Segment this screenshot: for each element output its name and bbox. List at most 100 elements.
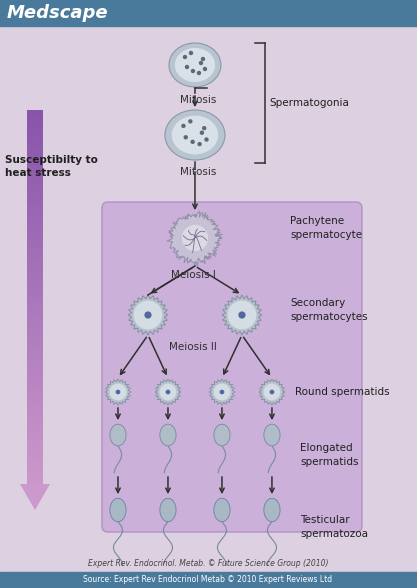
Circle shape [239, 312, 246, 319]
Ellipse shape [160, 498, 176, 522]
Polygon shape [167, 211, 223, 266]
Circle shape [202, 126, 206, 131]
Circle shape [228, 300, 256, 329]
Bar [0, 572, 417, 588]
Bar [27, 266, 43, 273]
Circle shape [133, 300, 162, 329]
Bar [27, 291, 43, 298]
Bar [27, 385, 43, 392]
Circle shape [144, 312, 151, 319]
Bar [27, 479, 43, 486]
Polygon shape [222, 295, 262, 335]
Bar [27, 216, 43, 223]
Bar [27, 179, 43, 185]
Bar [27, 241, 43, 248]
Bar [27, 329, 43, 336]
Bar [27, 166, 43, 173]
Bar [27, 222, 43, 229]
Bar [27, 335, 43, 342]
Ellipse shape [169, 43, 221, 87]
Bar [27, 272, 43, 279]
Text: Expert Rev. Endocrinol. Metab. © Future Science Group (2010): Expert Rev. Endocrinol. Metab. © Future … [88, 559, 328, 567]
Circle shape [183, 55, 187, 59]
Bar [27, 348, 43, 354]
Circle shape [201, 57, 205, 61]
Bar [27, 466, 43, 473]
Ellipse shape [264, 424, 280, 446]
Bar [27, 460, 43, 467]
Circle shape [264, 383, 280, 400]
Bar [27, 429, 43, 436]
Bar [27, 285, 43, 292]
Circle shape [270, 390, 274, 395]
Circle shape [160, 383, 176, 400]
Bar [27, 191, 43, 198]
Ellipse shape [264, 498, 280, 522]
Ellipse shape [214, 424, 230, 446]
Bar [27, 298, 43, 304]
Polygon shape [209, 379, 235, 405]
Circle shape [197, 71, 201, 75]
Polygon shape [128, 295, 168, 335]
Text: Source: Expert Rev Endocrinol Metab © 2010 Expert Reviews Ltd: Source: Expert Rev Endocrinol Metab © 20… [83, 576, 332, 584]
Bar [27, 210, 43, 217]
Text: Spermatogonia: Spermatogonia [269, 98, 349, 108]
Circle shape [116, 390, 121, 395]
Circle shape [220, 390, 224, 395]
Bar [27, 110, 43, 117]
Circle shape [181, 123, 186, 128]
Bar [27, 129, 43, 135]
Bar [27, 153, 43, 161]
Polygon shape [259, 379, 285, 405]
Bar [27, 447, 43, 455]
Circle shape [110, 383, 126, 400]
Bar [27, 204, 43, 211]
Bar [27, 185, 43, 192]
Text: Secondary
spermatocytes: Secondary spermatocytes [290, 298, 367, 322]
Text: Testicular
spermatozoa: Testicular spermatozoa [300, 516, 368, 539]
Circle shape [191, 69, 195, 73]
Text: Meiosis I: Meiosis I [171, 270, 216, 280]
Bar [27, 373, 43, 379]
Bar [27, 229, 43, 236]
Bar [27, 248, 43, 254]
Bar [27, 341, 43, 348]
Bar [27, 160, 43, 167]
Ellipse shape [110, 498, 126, 522]
Ellipse shape [172, 116, 218, 155]
Bar [27, 397, 43, 405]
Bar [27, 404, 43, 410]
Bar [27, 172, 43, 179]
Bar [27, 310, 43, 317]
Bar [27, 198, 43, 204]
Bar [27, 435, 43, 442]
Bar [27, 304, 43, 310]
Bar [27, 391, 43, 398]
Bar [27, 260, 43, 267]
Circle shape [214, 383, 231, 400]
Bar [27, 316, 43, 323]
Circle shape [183, 135, 188, 139]
Text: Round spermatids: Round spermatids [295, 387, 389, 397]
Bar [27, 354, 43, 360]
Bar [27, 235, 43, 242]
Circle shape [189, 51, 193, 55]
Bar [27, 423, 43, 429]
Bar [27, 135, 43, 142]
FancyBboxPatch shape [102, 202, 362, 532]
Text: Medscape: Medscape [7, 4, 108, 22]
Text: Mitosis: Mitosis [180, 167, 216, 177]
Bar [27, 473, 43, 479]
Bar [27, 141, 43, 148]
Bar [27, 441, 43, 448]
Ellipse shape [160, 424, 176, 446]
Ellipse shape [214, 498, 230, 522]
Bar [27, 322, 43, 329]
Ellipse shape [182, 225, 208, 251]
Bar [27, 116, 43, 123]
Polygon shape [155, 379, 181, 405]
Circle shape [200, 131, 204, 135]
Ellipse shape [175, 48, 215, 82]
Bar [27, 148, 43, 154]
Bar [0, 0, 417, 26]
